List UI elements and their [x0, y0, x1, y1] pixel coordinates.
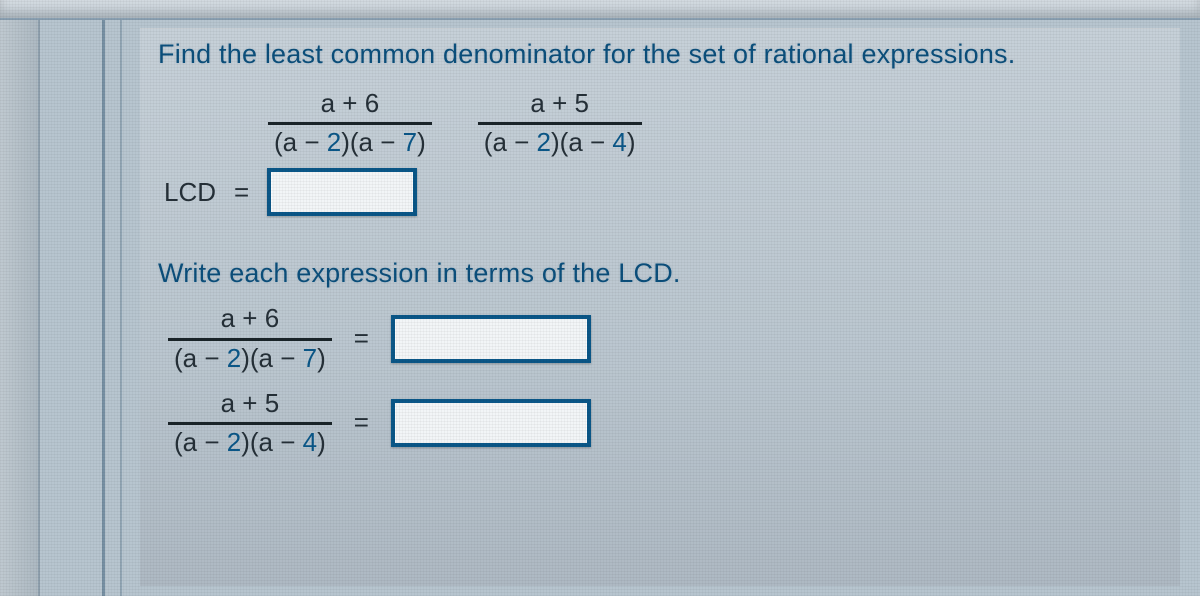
- rewrite-row-2: a + 5 (a − 2)(a − 4) =: [168, 388, 1162, 458]
- lcd-row: LCD =: [164, 168, 1162, 216]
- expression-2: a + 5 (a − 2)(a − 4): [478, 88, 642, 158]
- window-left-gutter: [0, 20, 40, 596]
- expression-set: a + 6 (a − 2)(a − 7) a + 5 (a − 2)(a − 4…: [268, 88, 1162, 158]
- question-panel: Find the least common denominator for th…: [140, 28, 1180, 586]
- equals-sign: =: [354, 323, 369, 354]
- rewrite-input-2[interactable]: [391, 399, 591, 447]
- lcd-label: LCD: [164, 177, 216, 208]
- lcd-input[interactable]: [267, 168, 417, 216]
- rewrite-row-1: a + 6 (a − 2)(a − 7) =: [168, 303, 1162, 373]
- rewrite2-denominator: (a − 2)(a − 4): [168, 422, 332, 458]
- rewrite-input-1[interactable]: [391, 315, 591, 363]
- expr1-numerator: a + 6: [315, 88, 386, 119]
- rewrite1-numerator: a + 6: [215, 303, 286, 334]
- rewrite-expr-1: a + 6 (a − 2)(a − 7): [168, 303, 332, 373]
- question-headline: Find the least common denominator for th…: [158, 39, 1162, 70]
- expr2-denominator: (a − 2)(a − 4): [478, 122, 642, 158]
- expr2-numerator: a + 5: [524, 88, 595, 119]
- part2-subhead: Write each expression in terms of the LC…: [158, 258, 1162, 289]
- equals-sign: =: [354, 407, 369, 438]
- panel-left-rule-inner: [120, 20, 122, 596]
- rewrite1-denominator: (a − 2)(a − 7): [168, 338, 332, 374]
- window-top-frame: [0, 0, 1200, 20]
- panel-left-rule: [102, 20, 105, 596]
- rewrite-expr-2: a + 5 (a − 2)(a − 4): [168, 388, 332, 458]
- rewrite2-numerator: a + 5: [215, 388, 286, 419]
- equals-sign: =: [234, 177, 249, 208]
- expression-1: a + 6 (a − 2)(a − 7): [268, 88, 432, 158]
- expr1-denominator: (a − 2)(a − 7): [268, 122, 432, 158]
